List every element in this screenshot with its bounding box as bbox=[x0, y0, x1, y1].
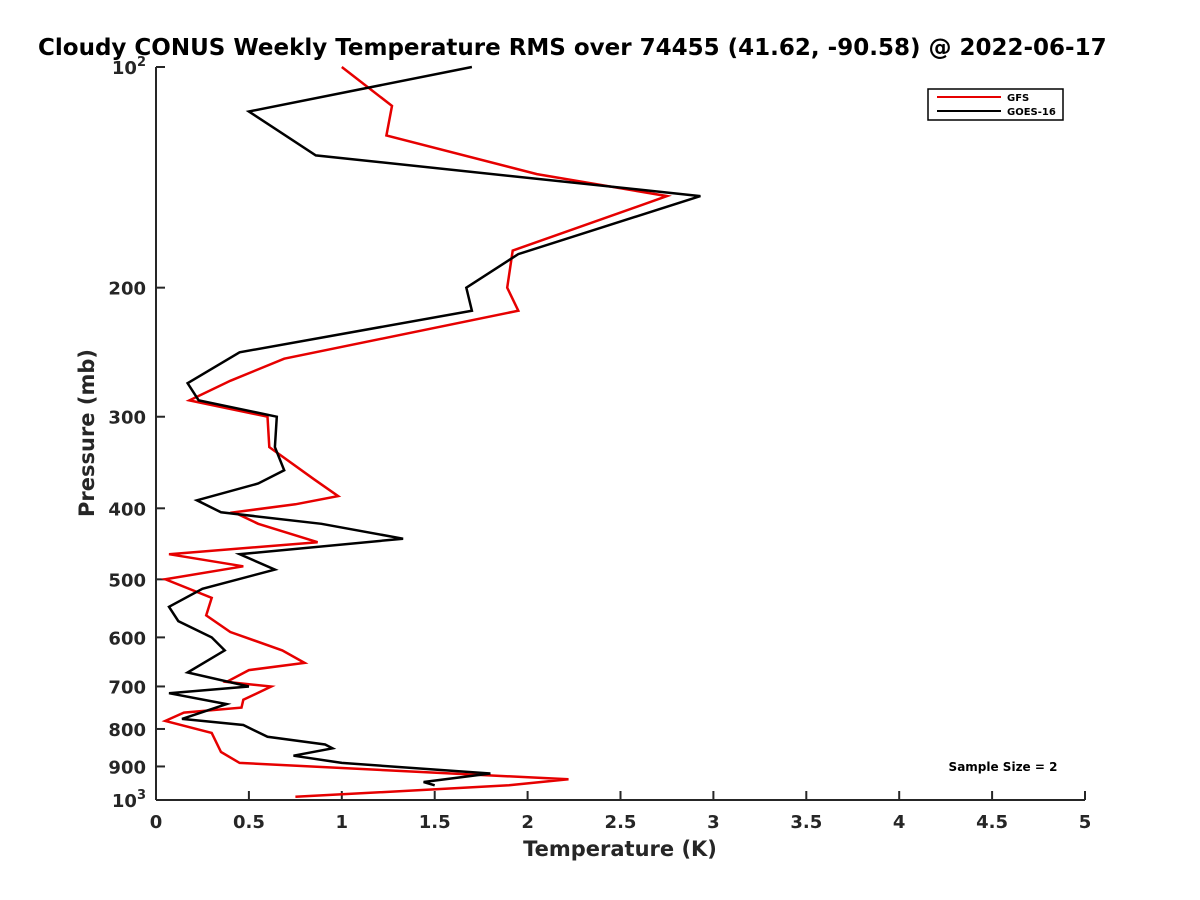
legend: GFS GOES-16 bbox=[927, 88, 1064, 121]
y-tick-label: 700 bbox=[108, 677, 146, 698]
x-axis-label: Temperature (K) bbox=[523, 837, 717, 861]
x-axis: 0 0.5 1 1.5 2 2.5 3 3.5 4 4.5 5 bbox=[150, 791, 1092, 833]
x-tick-label: 4 bbox=[893, 812, 906, 833]
x-tick-label: 4.5 bbox=[976, 812, 1008, 833]
series-line-goes-16 bbox=[167, 65, 701, 787]
y-tick-label: 400 bbox=[108, 499, 146, 520]
series-line-gfs bbox=[160, 66, 672, 799]
x-tick-label: 2 bbox=[521, 812, 534, 833]
y-tick-label: 200 bbox=[108, 279, 146, 300]
legend-label: GOES-16 bbox=[1007, 107, 1056, 118]
plot-area bbox=[155, 67, 1085, 801]
x-tick-label: 3.5 bbox=[790, 812, 822, 833]
y-tick-label: 800 bbox=[108, 720, 146, 741]
legend-label: GFS bbox=[1007, 93, 1029, 104]
legend-box bbox=[927, 88, 1064, 121]
x-tick-label: 0.5 bbox=[233, 812, 265, 833]
x-tick-label: 5 bbox=[1079, 812, 1092, 833]
y-tick-label: 900 bbox=[108, 757, 146, 778]
y-tick-label: 102 bbox=[112, 55, 146, 79]
x-tick-label: 0 bbox=[150, 812, 163, 833]
y-axis: 102 200 300 400 500 600 700 800 900 103 bbox=[108, 55, 165, 812]
chart-title: Cloudy CONUS Weekly Temperature RMS over… bbox=[38, 35, 1107, 61]
y-tick-label: 103 bbox=[112, 788, 146, 812]
x-tick-label: 3 bbox=[707, 812, 720, 833]
series-layer bbox=[160, 65, 701, 799]
y-tick-label: 600 bbox=[108, 628, 146, 649]
sample-size-annotation: Sample Size = 2 bbox=[949, 760, 1058, 774]
x-tick-label: 2.5 bbox=[605, 812, 637, 833]
x-tick-label: 1 bbox=[336, 812, 349, 833]
y-tick-label: 300 bbox=[108, 408, 146, 429]
y-tick-label: 500 bbox=[108, 570, 146, 591]
y-axis-label: Pressure (mb) bbox=[75, 349, 99, 517]
x-tick-label: 1.5 bbox=[419, 812, 451, 833]
